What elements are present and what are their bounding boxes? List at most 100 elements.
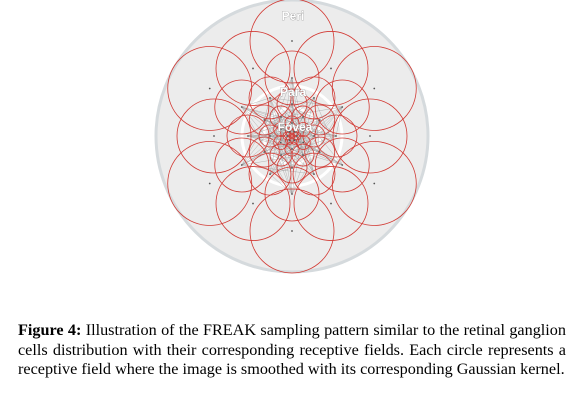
connection-line bbox=[241, 77, 293, 166]
sampling-point bbox=[318, 119, 321, 121]
connection-line bbox=[269, 97, 304, 130]
receptive-field-circle bbox=[304, 104, 336, 136]
sampling-point bbox=[252, 67, 254, 70]
receptive-field-circle bbox=[269, 105, 293, 129]
receptive-field-circle bbox=[284, 115, 300, 131]
sampling-point bbox=[369, 135, 371, 137]
connection-line bbox=[313, 106, 343, 137]
connection-line bbox=[289, 140, 293, 150]
sampling-point bbox=[263, 119, 266, 121]
sampling-point bbox=[208, 182, 211, 185]
connection-line bbox=[296, 129, 304, 137]
sampling-point bbox=[313, 173, 315, 176]
receptive-field-circle bbox=[285, 135, 294, 145]
sampling-point bbox=[296, 135, 298, 137]
sampling-point bbox=[291, 148, 293, 150]
connection-line bbox=[303, 129, 315, 137]
receptive-field-circle bbox=[290, 127, 299, 137]
connection-line bbox=[291, 103, 315, 175]
receptive-field-circle bbox=[314, 114, 358, 158]
receptive-field-circle bbox=[292, 131, 302, 141]
sampling-point bbox=[302, 141, 305, 144]
receptive-field-circle bbox=[314, 79, 370, 135]
connection-line bbox=[303, 97, 315, 143]
para-label: Para bbox=[280, 85, 306, 99]
connection-line bbox=[247, 135, 320, 153]
sampling-point bbox=[286, 135, 288, 137]
receptive-field-circle bbox=[176, 98, 252, 174]
sampling-point bbox=[291, 167, 293, 169]
sampling-points bbox=[208, 40, 376, 232]
sampling-point bbox=[279, 128, 282, 131]
sampling-point bbox=[240, 106, 243, 108]
sampling-point bbox=[291, 230, 293, 232]
sampling-point bbox=[269, 173, 271, 176]
receptive-field-circle bbox=[264, 50, 320, 106]
zone-labels: Peri Para Fovea bbox=[277, 9, 313, 135]
sampling-point bbox=[291, 40, 293, 42]
peri-label: Peri bbox=[282, 9, 305, 23]
receptive-field-circle bbox=[273, 135, 289, 150]
sampling-point bbox=[335, 135, 337, 137]
sampling-point bbox=[247, 135, 249, 137]
receptive-field-circle bbox=[258, 124, 282, 148]
sampling-point bbox=[208, 87, 211, 90]
sampling-point bbox=[269, 96, 271, 99]
sampling-point bbox=[330, 67, 332, 70]
connection-line bbox=[280, 129, 298, 137]
connection-line bbox=[247, 135, 304, 143]
receptive-field-circle bbox=[304, 136, 336, 168]
sampling-point bbox=[302, 128, 305, 131]
receptive-field-circle bbox=[214, 137, 270, 193]
receptive-field-circle bbox=[215, 31, 291, 106]
connection-line bbox=[241, 97, 271, 108]
sampling-point bbox=[373, 87, 376, 90]
central-receptive-field bbox=[288, 132, 296, 140]
connection-line bbox=[264, 119, 290, 132]
receptive-field-circle bbox=[167, 141, 253, 226]
connection-line bbox=[280, 155, 293, 195]
connection-line bbox=[264, 103, 293, 153]
receptive-field-circle bbox=[249, 0, 335, 84]
sampling-point bbox=[373, 182, 376, 185]
receptive-field-circle bbox=[284, 141, 300, 157]
sampling-point bbox=[313, 96, 315, 99]
fovea-label: Fovea bbox=[278, 120, 313, 134]
receptive-field-circle bbox=[331, 141, 417, 226]
receptive-field-circle bbox=[285, 127, 294, 137]
sampling-point bbox=[288, 139, 291, 142]
receptive-field-circle bbox=[290, 135, 299, 145]
receptive-field-circle bbox=[248, 104, 280, 136]
receptive-field-circle bbox=[293, 31, 369, 106]
receptive-field-circle bbox=[295, 122, 311, 137]
sampling-point bbox=[291, 103, 293, 105]
connection-line bbox=[280, 129, 290, 132]
receptive-field-circle bbox=[295, 135, 311, 150]
sampling-point bbox=[291, 193, 293, 195]
connection-line bbox=[264, 119, 337, 137]
connection-line bbox=[280, 148, 293, 156]
receptive-field-circle bbox=[214, 79, 270, 135]
figure-caption: Figure 4: Illustration of the FREAK samp… bbox=[18, 321, 566, 380]
sampling-point bbox=[252, 202, 254, 205]
sampling-point bbox=[293, 130, 296, 133]
receptive-field-circle bbox=[331, 46, 417, 131]
caption-text: Illustration of the FREAK sampling patte… bbox=[18, 321, 566, 378]
peri-zone bbox=[154, 0, 430, 274]
sampling-point bbox=[302, 154, 304, 156]
receptive-field-circle bbox=[293, 166, 369, 241]
receptive-field-circle bbox=[249, 188, 335, 274]
receptive-field-circle bbox=[226, 114, 270, 158]
receptive-field-circle bbox=[264, 166, 320, 222]
sampling-point bbox=[280, 154, 282, 156]
freak-sampling-pattern-figure: Peri Para Fovea bbox=[154, 0, 430, 274]
sampling-point bbox=[263, 151, 266, 153]
sampling-point bbox=[240, 164, 243, 166]
receptive-field-circle bbox=[314, 137, 370, 193]
sampling-point bbox=[293, 139, 296, 142]
connection-line bbox=[335, 106, 343, 137]
receptive-field-circle bbox=[215, 166, 291, 241]
receptive-field-circle bbox=[273, 122, 289, 137]
sampling-point bbox=[291, 122, 293, 124]
sampling-point bbox=[291, 77, 293, 79]
